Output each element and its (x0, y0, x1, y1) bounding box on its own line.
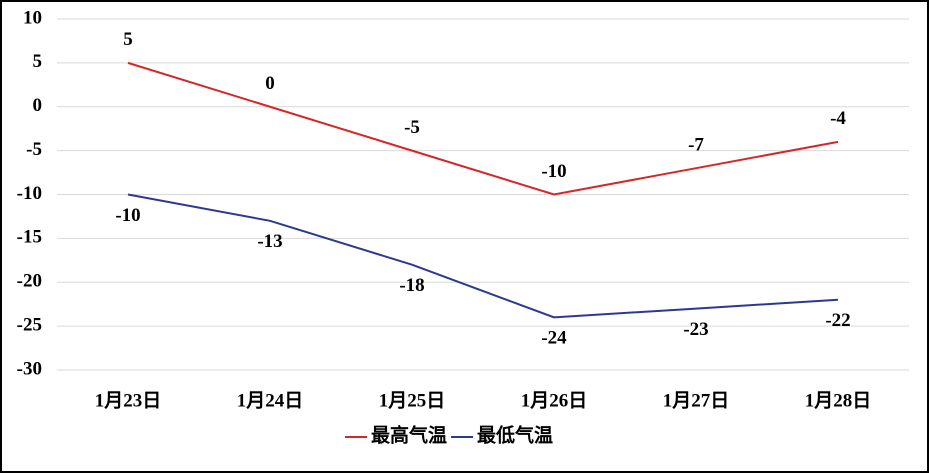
legend-label: 最低气温 (477, 423, 553, 446)
y-tick-label: -15 (17, 227, 42, 248)
y-tick-label: 5 (33, 51, 43, 72)
x-tick-label: 1月23日 (95, 390, 162, 411)
x-tick-label: 1月24日 (237, 390, 304, 411)
y-tick-label: -20 (17, 271, 42, 292)
data-label: 0 (265, 73, 275, 94)
data-label: -22 (825, 310, 850, 331)
series-line (127, 193, 839, 319)
legend-label: 最高气温 (371, 423, 447, 446)
x-tick-label: 1月28日 (805, 390, 872, 411)
data-label: 5 (123, 29, 133, 50)
y-tick-label: -5 (26, 139, 42, 160)
y-tick-label: -30 (17, 358, 42, 379)
y-tick-label: 10 (23, 7, 42, 28)
y-tick-label: -10 (17, 183, 42, 204)
data-label: -7 (688, 135, 704, 156)
x-tick-label: 1月27日 (663, 390, 730, 411)
x-tick-label: 1月25日 (379, 390, 446, 411)
data-label: -10 (541, 161, 566, 182)
data-label: -13 (257, 231, 282, 252)
x-tick-label: 1月26日 (521, 390, 588, 411)
y-tick-label: -25 (17, 314, 42, 335)
data-label: -24 (541, 328, 567, 349)
y-tick-label: 0 (33, 95, 43, 116)
data-label: -10 (115, 205, 140, 226)
data-label: -4 (830, 108, 846, 129)
data-label: -18 (399, 275, 424, 296)
series-line (127, 61, 839, 196)
data-label: -5 (404, 117, 420, 138)
data-label: -23 (683, 319, 708, 340)
